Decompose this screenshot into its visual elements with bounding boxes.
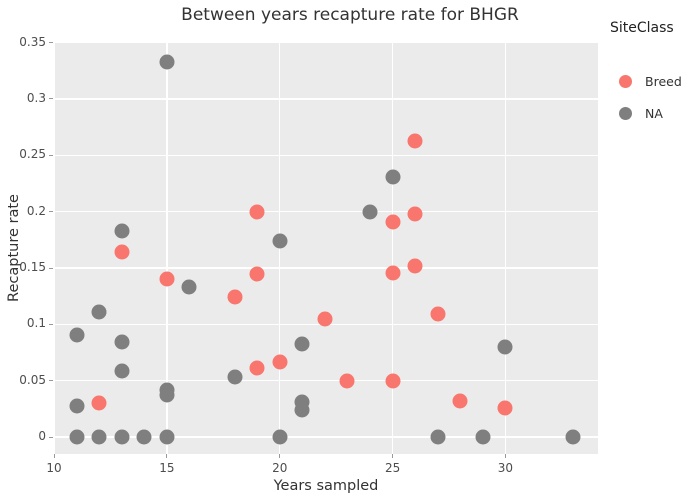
chart-title: Between years recapture rate for BHGR — [181, 5, 519, 25]
data-point-na[interactable] — [294, 402, 310, 418]
y-tick-mark — [49, 42, 53, 44]
data-point-na[interactable] — [69, 398, 85, 414]
data-point-breed[interactable] — [114, 244, 130, 260]
data-point-na[interactable] — [272, 429, 288, 445]
data-point-breed[interactable] — [407, 258, 423, 274]
y-gridline — [54, 154, 598, 157]
x-tick-mark — [392, 454, 394, 458]
data-point-na[interactable] — [159, 54, 175, 70]
legend-item-na[interactable]: NA — [610, 106, 700, 121]
data-point-breed[interactable] — [430, 306, 446, 322]
legend-title: SiteClass — [610, 20, 674, 36]
data-point-breed[interactable] — [497, 400, 513, 416]
legend-item-breed[interactable]: Breed — [610, 74, 700, 89]
y-tick-mark — [49, 380, 53, 382]
data-point-na[interactable] — [114, 334, 130, 350]
y-gridline — [54, 42, 598, 44]
x-tick-label: 10 — [46, 461, 62, 475]
y-tick-label: 0.25 — [19, 147, 46, 162]
x-tick-label: 15 — [159, 461, 175, 475]
data-point-breed[interactable] — [227, 289, 243, 305]
data-point-na[interactable] — [114, 429, 130, 445]
data-point-breed[interactable] — [249, 360, 265, 376]
x-tick-mark — [166, 454, 168, 458]
y-gridline — [54, 436, 598, 438]
data-point-na[interactable] — [294, 336, 310, 352]
y-tick-mark — [49, 323, 53, 325]
x-tick-mark — [504, 454, 506, 458]
y-tick-label: 0.2 — [26, 203, 46, 218]
y-tick-mark — [49, 267, 53, 269]
x-tick-label: 30 — [497, 461, 514, 475]
data-point-na[interactable] — [91, 429, 107, 445]
data-point-breed[interactable] — [339, 373, 355, 389]
legend: SiteClass Breed NA — [610, 20, 700, 138]
data-point-na[interactable] — [272, 233, 288, 249]
x-gridline — [166, 42, 168, 454]
na-marker-icon — [619, 107, 632, 120]
y-tick-mark — [49, 154, 53, 156]
data-point-na[interactable] — [159, 429, 175, 445]
y-gridline — [54, 98, 598, 100]
x-axis-title: Years sampled — [273, 478, 379, 494]
data-point-breed[interactable] — [317, 311, 333, 327]
data-point-breed[interactable] — [159, 271, 175, 287]
data-point-na[interactable] — [497, 339, 513, 355]
data-point-breed[interactable] — [249, 266, 265, 282]
data-point-na[interactable] — [114, 363, 130, 379]
data-point-na[interactable] — [114, 223, 130, 239]
data-point-breed[interactable] — [385, 214, 401, 230]
y-tick-label: 0.15 — [19, 260, 46, 274]
y-axis-title: Recapture rate — [6, 194, 22, 302]
y-gridline — [54, 210, 598, 213]
data-point-na[interactable] — [69, 327, 85, 342]
y-tick-label: 0 — [38, 429, 46, 444]
x-gridline — [391, 42, 394, 454]
x-tick-label: 20 — [272, 461, 288, 475]
y-gridline — [54, 267, 598, 269]
x-gridline — [54, 42, 55, 454]
x-gridline — [504, 42, 507, 454]
data-point-na[interactable] — [362, 204, 378, 220]
data-point-breed[interactable] — [407, 206, 423, 222]
data-point-na[interactable] — [91, 304, 107, 320]
y-tick-mark — [49, 211, 53, 213]
data-point-na[interactable] — [181, 279, 197, 295]
y-gridline — [54, 379, 598, 382]
y-tick-label: 0.3 — [26, 90, 46, 105]
y-tick-mark — [49, 436, 53, 438]
y-tick-label: 0.1 — [26, 316, 46, 331]
data-point-breed[interactable] — [272, 354, 288, 370]
x-tick-mark — [279, 454, 281, 458]
data-point-na[interactable] — [475, 429, 491, 445]
y-tick-label: 0.05 — [19, 372, 46, 387]
data-point-na[interactable] — [565, 429, 581, 445]
data-point-na[interactable] — [227, 369, 243, 385]
data-point-breed[interactable] — [385, 265, 401, 281]
y-tick-mark — [49, 98, 53, 100]
breed-marker-icon — [619, 75, 632, 88]
data-point-breed[interactable] — [407, 133, 423, 149]
data-point-na[interactable] — [136, 429, 152, 445]
x-tick-label: 25 — [384, 461, 401, 475]
data-point-na[interactable] — [385, 169, 401, 185]
data-point-breed[interactable] — [385, 373, 401, 389]
data-point-breed[interactable] — [249, 204, 265, 220]
data-point-breed[interactable] — [91, 395, 107, 411]
plot-panel — [54, 42, 598, 454]
legend-label-breed: Breed — [645, 74, 682, 89]
legend-label-na: NA — [645, 106, 663, 121]
data-point-breed[interactable] — [452, 393, 468, 409]
data-point-na[interactable] — [159, 387, 175, 403]
x-tick-mark — [53, 454, 55, 458]
data-point-na[interactable] — [430, 429, 446, 445]
y-tick-label: 0.35 — [19, 34, 46, 49]
data-point-na[interactable] — [69, 429, 85, 445]
